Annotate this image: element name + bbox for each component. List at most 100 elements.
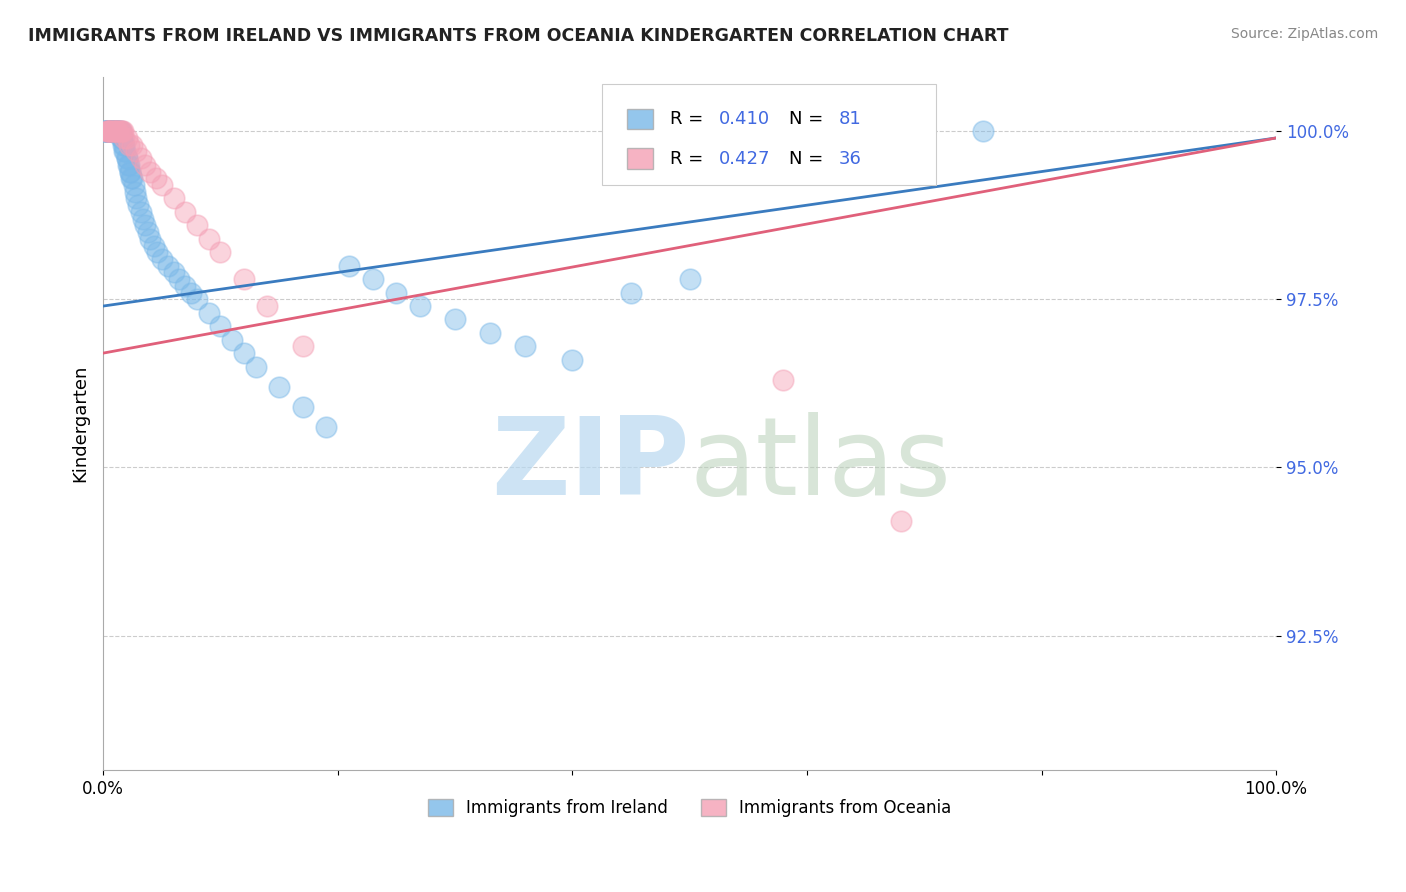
Y-axis label: Kindergarten: Kindergarten	[72, 365, 89, 483]
Point	[150, 252, 173, 266]
Point	[267, 380, 290, 394]
Point	[134, 158, 156, 172]
Point	[98, 124, 121, 138]
Point	[291, 400, 314, 414]
Point	[129, 151, 152, 165]
Point	[110, 124, 132, 138]
Point	[112, 137, 135, 152]
Point	[256, 299, 278, 313]
Point	[100, 124, 122, 138]
Point	[197, 232, 219, 246]
Point	[107, 124, 129, 138]
Point	[174, 278, 197, 293]
Point	[209, 319, 232, 334]
Point	[118, 158, 141, 172]
Point	[98, 124, 121, 138]
Point	[139, 164, 162, 178]
Point	[134, 219, 156, 233]
Point	[98, 124, 121, 138]
Point	[115, 151, 138, 165]
Point	[186, 219, 208, 233]
Point	[104, 124, 127, 138]
Point	[112, 137, 135, 152]
Point	[145, 171, 167, 186]
Point	[209, 245, 232, 260]
Point	[98, 124, 121, 138]
Point	[118, 137, 141, 152]
Point	[110, 124, 132, 138]
Point	[98, 124, 121, 138]
Point	[174, 205, 197, 219]
Point	[291, 339, 314, 353]
Point	[385, 285, 408, 300]
Point	[146, 245, 169, 260]
Point	[105, 124, 128, 138]
Point	[105, 124, 128, 138]
Point	[972, 124, 994, 138]
Point	[142, 238, 165, 252]
Point	[186, 293, 208, 307]
Point	[110, 131, 132, 145]
Point	[221, 333, 243, 347]
Point	[100, 124, 122, 138]
Point	[245, 359, 267, 374]
Text: Source: ZipAtlas.com: Source: ZipAtlas.com	[1230, 27, 1378, 41]
Point	[169, 272, 191, 286]
Text: N =: N =	[789, 110, 830, 128]
Point	[232, 346, 254, 360]
Text: N =: N =	[789, 150, 830, 168]
Point	[162, 191, 184, 205]
Text: R =: R =	[669, 110, 709, 128]
Legend: Immigrants from Ireland, Immigrants from Oceania: Immigrants from Ireland, Immigrants from…	[420, 792, 959, 824]
Point	[620, 285, 643, 300]
Point	[561, 352, 583, 367]
Point	[232, 272, 254, 286]
Point	[162, 265, 184, 279]
Point	[97, 124, 120, 138]
Point	[97, 124, 120, 138]
Point	[111, 131, 134, 145]
Point	[111, 131, 134, 145]
Point	[315, 420, 337, 434]
Point	[115, 151, 138, 165]
Point	[96, 124, 118, 138]
Text: atlas: atlas	[689, 412, 952, 518]
Point	[94, 124, 117, 138]
Point	[108, 124, 131, 138]
FancyBboxPatch shape	[602, 85, 936, 185]
Point	[180, 285, 202, 300]
Point	[121, 171, 143, 186]
Point	[112, 145, 135, 159]
Text: 0.410: 0.410	[718, 110, 770, 128]
Point	[105, 124, 128, 138]
Point	[105, 124, 128, 138]
Point	[107, 124, 129, 138]
Point	[124, 185, 146, 199]
Point	[96, 124, 118, 138]
Point	[103, 124, 125, 138]
Point	[117, 158, 139, 172]
Point	[361, 272, 384, 286]
Point	[105, 124, 128, 138]
Point	[121, 137, 143, 152]
Point	[122, 178, 145, 192]
Point	[115, 131, 138, 145]
Point	[104, 124, 127, 138]
Point	[105, 124, 128, 138]
Text: ZIP: ZIP	[491, 412, 689, 518]
Point	[100, 124, 122, 138]
Point	[107, 124, 129, 138]
Point	[103, 124, 125, 138]
Point	[132, 211, 155, 226]
Point	[101, 124, 124, 138]
Point	[515, 339, 537, 353]
Point	[156, 259, 179, 273]
Point	[98, 124, 121, 138]
Point	[678, 272, 700, 286]
Point	[772, 373, 794, 387]
Point	[409, 299, 432, 313]
Point	[120, 171, 142, 186]
Point	[94, 124, 117, 138]
Point	[339, 259, 361, 273]
Point	[96, 124, 118, 138]
